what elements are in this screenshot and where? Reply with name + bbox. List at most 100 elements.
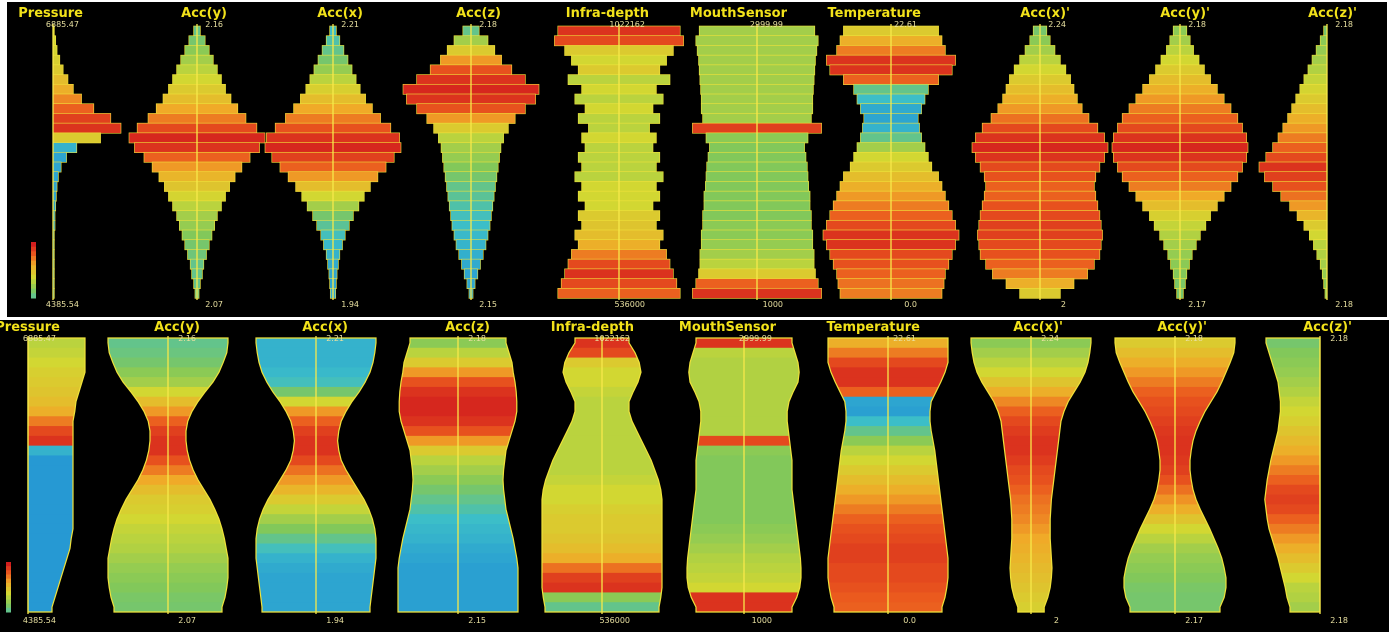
axis-max-label: 2.18 bbox=[1188, 20, 1206, 29]
density-bar bbox=[1316, 249, 1328, 260]
density-outline bbox=[107, 337, 229, 613]
axis-title: Acc(z) bbox=[456, 6, 501, 21]
density-bar bbox=[1296, 210, 1328, 221]
density-outline bbox=[827, 337, 949, 613]
axis-min-label: 1.94 bbox=[341, 300, 359, 309]
axis-3: Acc(z)2.18 2.15 bbox=[397, 320, 519, 625]
density-band bbox=[28, 475, 85, 486]
legend-swatch bbox=[31, 284, 36, 290]
axis-min-label: 2.18 bbox=[1335, 300, 1353, 309]
density-outline bbox=[255, 337, 377, 613]
axis-min-label: 2.15 bbox=[479, 300, 497, 309]
density-outline bbox=[1114, 337, 1236, 613]
axis-9: Acc(z)'2.182.18 bbox=[1264, 320, 1352, 625]
density-band bbox=[1264, 543, 1320, 554]
axis-7: Acc(x)'2.24 2 bbox=[970, 320, 1092, 625]
density-band bbox=[28, 523, 85, 535]
legend-swatch bbox=[31, 251, 36, 257]
axis-title: Acc(x)' bbox=[1013, 320, 1063, 335]
density-bar bbox=[52, 93, 82, 105]
legend-swatch bbox=[6, 591, 11, 596]
axis-title: Acc(x)' bbox=[1020, 6, 1070, 21]
density-band bbox=[28, 338, 85, 349]
axis-7: Acc(x)'2.24 2 bbox=[971, 6, 1109, 309]
axis-max-label: 6885.47 bbox=[23, 334, 56, 343]
axis-max-label: 2.16 bbox=[205, 20, 223, 29]
density-band bbox=[28, 494, 85, 505]
legend-swatch bbox=[31, 256, 36, 262]
axis-title: Temperature bbox=[827, 6, 921, 21]
axis-title: Acc(x) bbox=[302, 320, 348, 335]
axis-min-label: 2.17 bbox=[1185, 616, 1203, 625]
axis-1: Acc(y)2.16 2.07 bbox=[107, 320, 229, 625]
axis-min-label: 1000 bbox=[752, 616, 772, 625]
axis-title: Acc(y) bbox=[181, 6, 227, 21]
legend-swatch bbox=[6, 587, 11, 592]
density-outline bbox=[970, 337, 1092, 613]
density-bar bbox=[52, 122, 122, 134]
density-bar bbox=[1289, 200, 1328, 212]
axis-min-label: 2.15 bbox=[468, 616, 486, 625]
axis-title: Infra-depth bbox=[566, 6, 649, 21]
density-band bbox=[1264, 347, 1320, 359]
density-band bbox=[28, 582, 85, 594]
axis-min-label: 536000 bbox=[599, 616, 630, 625]
axis-title: MouthSensor bbox=[690, 6, 788, 21]
density-band bbox=[1264, 553, 1320, 564]
density-band bbox=[28, 435, 85, 447]
density-bar bbox=[1303, 219, 1328, 231]
axis-title: Infra-depth bbox=[551, 320, 634, 335]
axis-title: Acc(z)' bbox=[1308, 6, 1357, 21]
density-plot-stacked: Pressure 6885.47 4385.54 Acc(y) 2.16 2.07 Acc(… bbox=[7, 2, 1387, 317]
density-plot-smooth: Pressure 6885.47 4385.54 Acc(y) 2.16 2.07 Acc(… bbox=[0, 320, 1389, 632]
density-bar bbox=[1264, 171, 1328, 183]
density-band bbox=[1264, 563, 1320, 574]
density-bar bbox=[1319, 258, 1328, 270]
density-bar bbox=[1315, 45, 1328, 56]
density-band bbox=[1264, 455, 1320, 466]
density-band bbox=[1264, 592, 1320, 603]
density-band bbox=[1264, 445, 1320, 457]
axis-max-label: 2999.99 bbox=[750, 20, 783, 29]
axis-9: Acc(z)'2.182.18 bbox=[1258, 6, 1357, 309]
density-band bbox=[28, 543, 85, 554]
density-band bbox=[1264, 426, 1320, 437]
density-bar bbox=[52, 54, 61, 66]
legend-swatch bbox=[31, 246, 36, 252]
density-bar bbox=[1311, 54, 1328, 66]
axis-min-label: 536000 bbox=[614, 300, 645, 309]
density-band bbox=[1264, 504, 1320, 515]
density-bar bbox=[1299, 83, 1328, 95]
axis-max-label: 1022162 bbox=[609, 20, 645, 29]
density-bar bbox=[1280, 190, 1328, 202]
density-bar bbox=[1291, 103, 1328, 115]
axis-title: Acc(y)' bbox=[1160, 6, 1210, 21]
axis-min-label: 0.0 bbox=[903, 616, 916, 625]
axis-min-label: 2.07 bbox=[178, 616, 196, 625]
smooth-density-svg: Pressure6885.474385.54Acc(y)2.162.07Acc(… bbox=[0, 320, 1352, 625]
density-band bbox=[1264, 572, 1320, 584]
density-band bbox=[28, 367, 85, 378]
axis-title: Acc(z)' bbox=[1303, 320, 1352, 335]
axis-max-label: 2.18 bbox=[1330, 334, 1348, 343]
density-band bbox=[28, 406, 85, 417]
density-bar bbox=[1309, 229, 1328, 241]
axis-title: Acc(y) bbox=[154, 320, 200, 335]
density-outline bbox=[541, 337, 663, 613]
density-band bbox=[28, 426, 85, 437]
legend-swatch bbox=[31, 293, 36, 299]
axis-min-label: 1.94 bbox=[326, 616, 344, 625]
legend-swatch bbox=[6, 574, 11, 580]
density-bar bbox=[52, 103, 95, 115]
density-bar bbox=[52, 171, 59, 183]
axis-title: Acc(x) bbox=[317, 6, 363, 21]
legend-swatch bbox=[31, 274, 36, 280]
density-band bbox=[28, 377, 85, 388]
density-band bbox=[1264, 367, 1320, 378]
density-outline bbox=[686, 337, 802, 613]
axis-min-label: 4385.54 bbox=[23, 616, 56, 625]
